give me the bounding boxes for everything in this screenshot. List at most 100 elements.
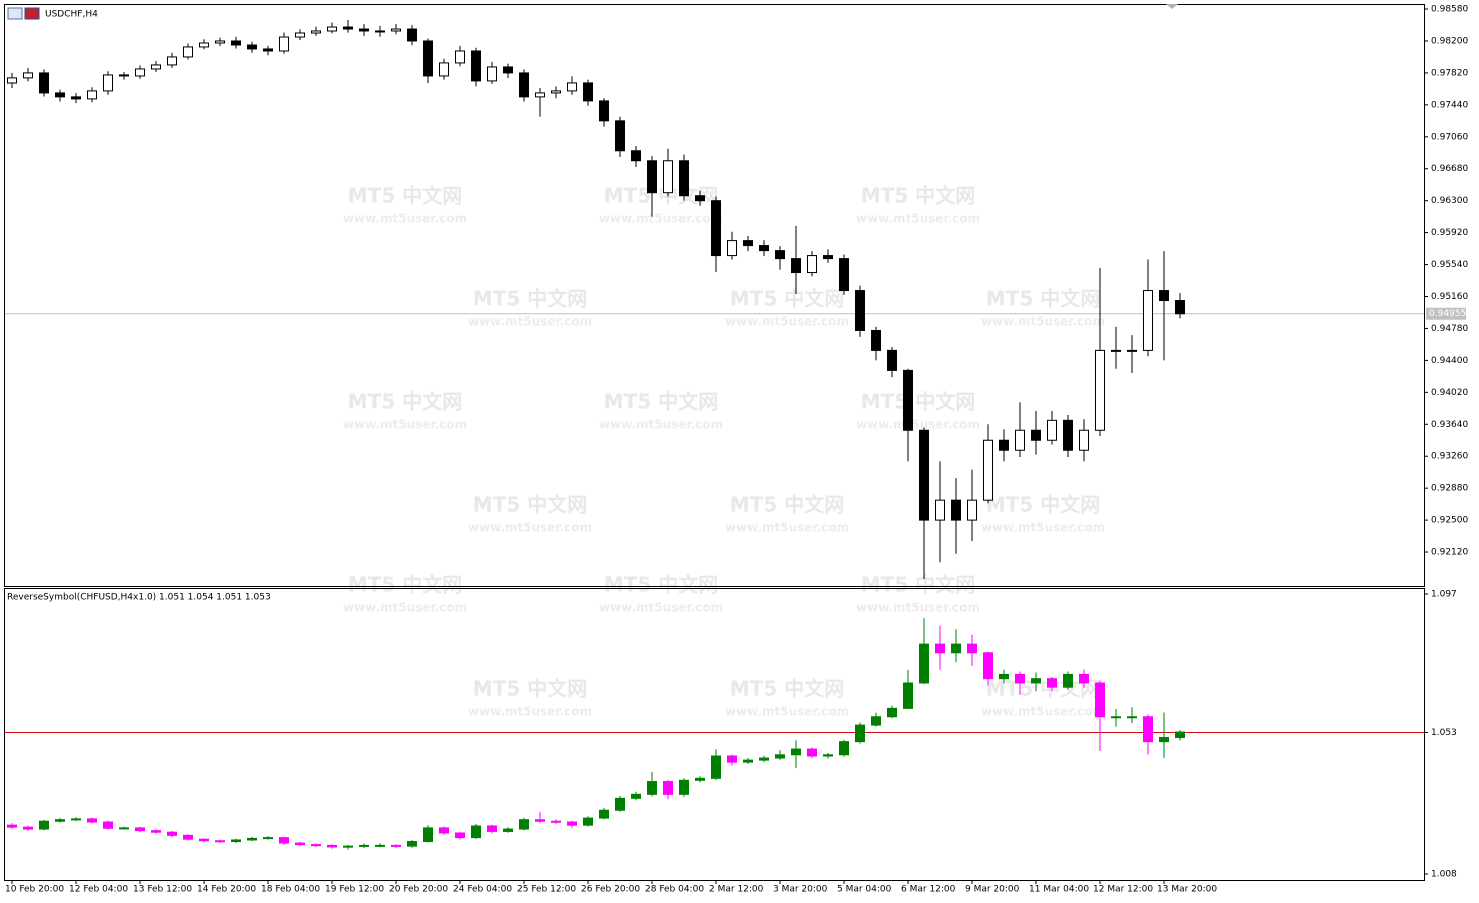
candle-body <box>599 809 609 819</box>
x-tick-label: 24 Feb 04:00 <box>453 885 512 895</box>
candle-body <box>647 160 657 194</box>
candle-body <box>1063 419 1073 451</box>
x-tick-label: 2 Mar 12:00 <box>709 885 764 895</box>
candle-body <box>103 74 113 92</box>
watermark-url: www.mt5user.com <box>981 315 1105 329</box>
candle-body <box>727 240 737 257</box>
candle-body <box>183 46 193 58</box>
candle-body <box>455 50 465 64</box>
candle-body <box>743 240 753 247</box>
x-tick-label: 6 Mar 12:00 <box>901 885 956 895</box>
candle-body <box>823 754 833 757</box>
candle-body <box>407 28 417 42</box>
watermark-title: MT5 中文网 <box>730 493 844 517</box>
candle-body <box>1175 300 1185 315</box>
watermark-title: MT5 中文网 <box>861 390 975 414</box>
y-tick-label: 0.95920 <box>1431 228 1468 238</box>
watermark-url: www.mt5user.com <box>599 601 723 615</box>
candle-body <box>151 64 161 70</box>
shift-marker[interactable] <box>1166 4 1178 9</box>
candle-body <box>327 844 337 848</box>
candle-body <box>503 828 513 832</box>
x-tick-label: 11 Mar 04:00 <box>1029 885 1089 895</box>
watermark-title: MT5 中文网 <box>473 493 587 517</box>
candle-body <box>711 200 721 257</box>
watermark-title: MT5 中文网 <box>473 677 587 701</box>
candle-body <box>135 827 145 832</box>
watermark-title: MT5 中文网 <box>348 390 462 414</box>
y-tick-label: 0.92880 <box>1431 484 1468 494</box>
candle-body <box>807 748 817 757</box>
candle-body <box>903 369 913 431</box>
watermark-title: MT5 中文网 <box>473 287 587 311</box>
candle-body <box>7 77 17 84</box>
candle-body <box>39 72 49 94</box>
candle-body <box>519 819 529 830</box>
candle-body <box>759 245 769 252</box>
x-tick-label: 13 Mar 20:00 <box>1157 885 1217 895</box>
watermark-title: MT5 中文网 <box>604 573 718 597</box>
candle-body <box>295 32 305 38</box>
candle-body <box>199 42 209 48</box>
chart-icon[interactable] <box>7 7 23 20</box>
x-tick-label: 13 Feb 12:00 <box>133 885 192 895</box>
candle-body <box>1159 737 1169 743</box>
x-tick-label: 25 Feb 12:00 <box>517 885 576 895</box>
candle-body <box>39 820 49 830</box>
x-tick-label: 3 Mar 20:00 <box>773 885 828 895</box>
y-tick-label: 0.92500 <box>1431 516 1468 526</box>
y-tick-label: 0.98580 <box>1431 5 1468 15</box>
candle-body <box>727 755 737 763</box>
candle-body <box>1079 429 1089 451</box>
candle-body <box>119 827 129 830</box>
candle-body <box>71 818 81 821</box>
candle-body <box>663 160 673 194</box>
candle-body <box>1063 673 1073 688</box>
watermark-title: MT5 中文网 <box>986 287 1100 311</box>
candle-body <box>871 329 881 351</box>
candle-body <box>439 62 449 77</box>
y-tick-label: 0.97060 <box>1431 132 1468 142</box>
x-tick-label: 26 Feb 20:00 <box>581 885 640 895</box>
candle-body <box>487 825 497 832</box>
candle-body <box>631 793 641 799</box>
candle-body <box>583 817 593 826</box>
candle-body <box>775 250 785 260</box>
candle-body <box>615 797 625 811</box>
candle-body <box>7 824 17 828</box>
x-tick-label: 18 Feb 04:00 <box>261 885 320 895</box>
candle-body <box>231 40 241 46</box>
watermark-url: www.mt5user.com <box>599 418 723 432</box>
candle-body <box>583 82 593 102</box>
candle-body <box>263 48 273 52</box>
candle-body <box>87 818 97 823</box>
candle-body <box>919 429 929 521</box>
candle-body <box>375 844 385 847</box>
watermark-url: www.mt5user.com <box>981 521 1105 535</box>
candle-body <box>951 643 961 654</box>
watermark-url: www.mt5user.com <box>468 705 592 719</box>
candle-body <box>535 819 545 822</box>
flag-icon[interactable] <box>24 7 40 20</box>
candle-body <box>711 755 721 779</box>
watermark-title: MT5 中文网 <box>861 184 975 208</box>
candle-body <box>503 66 513 74</box>
candle-body <box>247 837 257 841</box>
chart-title: USDCHF,H4 <box>45 10 98 20</box>
watermark-url: www.mt5user.com <box>468 521 592 535</box>
candle-body <box>135 68 145 77</box>
indicator-panel <box>4 588 1425 881</box>
candle-body <box>1015 673 1025 684</box>
candle-body <box>871 716 881 726</box>
candle-body <box>1127 716 1137 719</box>
y-tick-label: 1.097 <box>1431 590 1457 600</box>
watermark-url: www.mt5user.com <box>725 315 849 329</box>
candle-body <box>167 56 177 66</box>
candle-body <box>23 72 33 79</box>
y-tick-label: 1.008 <box>1431 870 1457 880</box>
candle-body <box>999 439 1009 451</box>
y-tick-label: 0.97820 <box>1431 68 1468 78</box>
y-tick-label: 0.94780 <box>1431 324 1468 334</box>
